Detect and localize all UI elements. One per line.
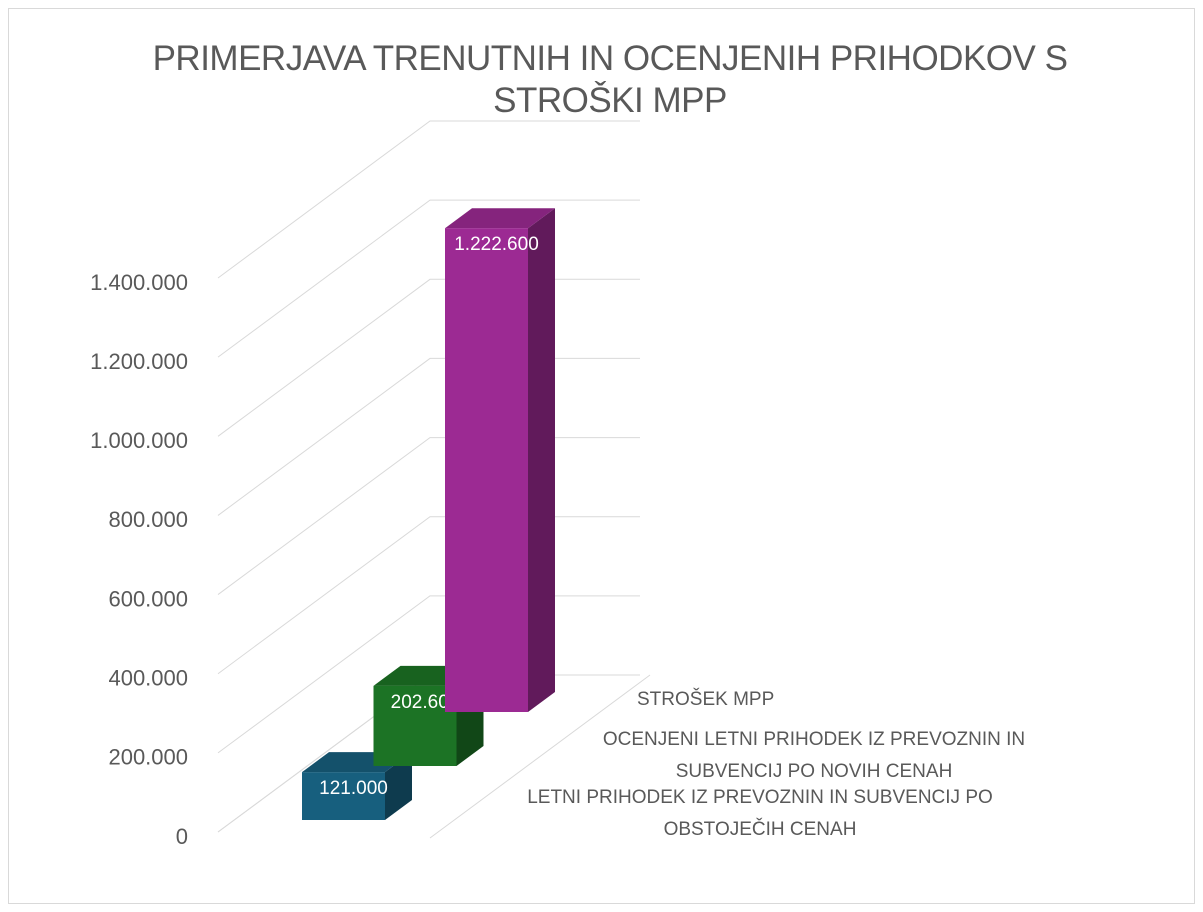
y-tick-label: 200.000 [108, 745, 188, 770]
y-tick-label: 0 [176, 824, 188, 849]
bar-top [445, 208, 555, 229]
category-box: OCENJENI LETNI PRIHODEK IZ PREVOZNIN IN … [602, 729, 1026, 782]
grid-line [217, 120, 640, 279]
grid-line [217, 278, 640, 437]
title-box: PRIMERJAVA TRENUTNIH IN OCENJENIH PRIHOD… [152, 39, 1068, 120]
bar [373, 685, 457, 766]
chart-border [8, 8, 1195, 904]
grid-line [217, 595, 640, 754]
grid-line [217, 357, 640, 516]
y-tick-label: 1.200.000 [90, 349, 188, 374]
y-tick-label: 800.000 [108, 507, 188, 532]
y-tick-label: 1.000.000 [90, 428, 188, 453]
bar-side [385, 752, 412, 820]
data-label: 202.600 [391, 692, 460, 713]
bar [445, 228, 528, 712]
y-tick-label: 1.400.000 [90, 270, 188, 295]
grid-line [217, 516, 640, 675]
data-label: 121.000 [319, 778, 388, 799]
bar [302, 772, 385, 820]
chart-title: PRIMERJAVA TRENUTNIH IN OCENJENIH PRIHOD… [152, 39, 1068, 120]
category-label: STROŠEK MPP [637, 689, 775, 710]
bar-side [528, 208, 555, 712]
category-label: LETNI PRIHODEK IZ PREVOZNIN IN SUBVENCIJ… [527, 787, 993, 840]
data-label: 1.222.600 [454, 234, 539, 255]
grid-line [217, 199, 640, 358]
y-tick-label: 600.000 [108, 586, 188, 611]
category-box: STROŠEK MPP [637, 689, 775, 710]
grid-line [217, 437, 640, 595]
category-label: OCENJENI LETNI PRIHODEK IZ PREVOZNIN IN … [602, 729, 1026, 782]
floor-edge [429, 674, 651, 839]
category-box: LETNI PRIHODEK IZ PREVOZNIN IN SUBVENCIJ… [527, 787, 993, 840]
y-tick-label: 400.000 [108, 666, 188, 691]
